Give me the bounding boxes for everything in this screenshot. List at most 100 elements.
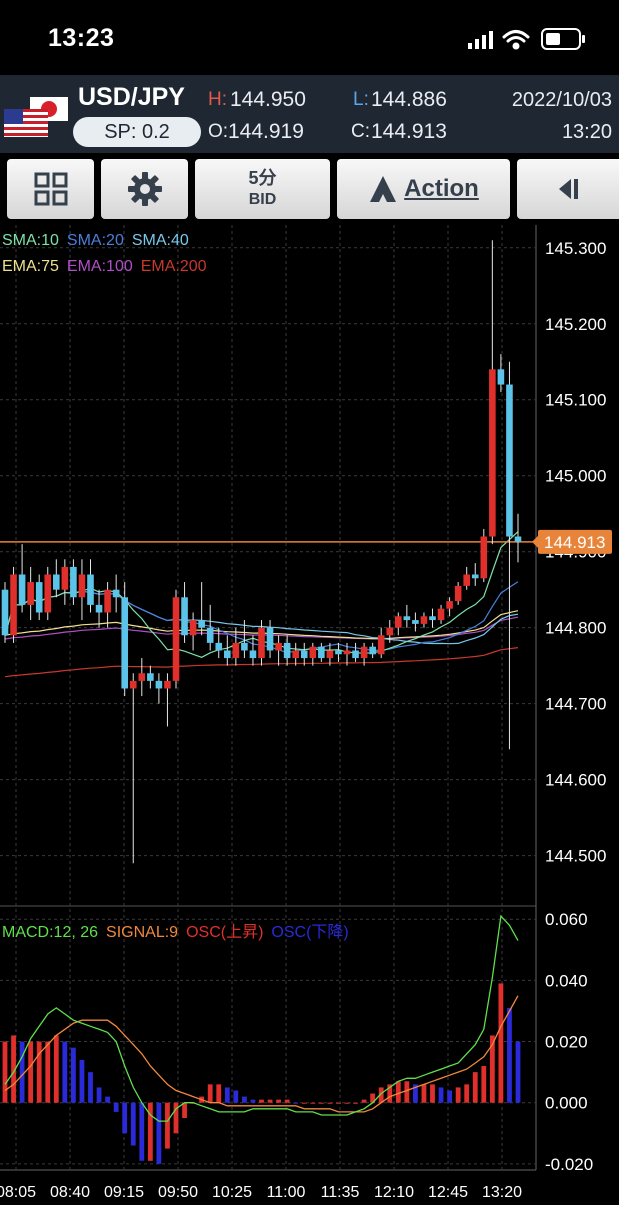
sma10-legend: SMA:10 xyxy=(2,232,59,249)
time-tick-label: 12:45 xyxy=(428,1184,468,1200)
candle-body xyxy=(480,536,488,579)
candle-body xyxy=(386,627,394,636)
settings-button[interactable] xyxy=(101,159,188,219)
time-tick-label: 09:50 xyxy=(158,1184,198,1200)
ema200-legend: EMA:200 xyxy=(140,258,207,275)
candle-body xyxy=(181,597,188,636)
candle-body xyxy=(309,646,317,659)
collapse-left-icon xyxy=(559,179,578,199)
gear-icon xyxy=(127,172,162,206)
open-label: O: xyxy=(208,121,229,142)
bar-time: 13:20 xyxy=(561,121,612,143)
macd-tick-label: 0.020 xyxy=(545,1033,588,1052)
price-tick-label: 145.100 xyxy=(545,391,606,410)
action-button[interactable]: Action xyxy=(337,159,510,219)
candle-body xyxy=(266,627,274,651)
candle-body xyxy=(70,566,77,598)
osc-bar xyxy=(430,1084,435,1103)
candle-body xyxy=(138,673,146,681)
candle-body xyxy=(454,585,462,602)
candle-body xyxy=(164,680,171,689)
currency-pair[interactable]: USD/JPY xyxy=(78,83,185,111)
osc-bar xyxy=(293,1102,299,1104)
chart-toolbar: 5分 BID Action xyxy=(0,153,619,225)
collapse-panel-button[interactable] xyxy=(517,159,619,219)
candle-body xyxy=(241,642,248,651)
grid-icon xyxy=(34,172,67,206)
sma40-legend: SMA:40 xyxy=(131,232,189,249)
osc-bar xyxy=(53,1035,59,1103)
action-triangle-icon xyxy=(370,176,397,202)
osc-bar xyxy=(507,1007,512,1103)
timeframe-button[interactable]: 5分 BID xyxy=(195,159,330,219)
osc-bar xyxy=(147,1102,153,1161)
status-time: 13:23 xyxy=(48,24,115,52)
osc-bar xyxy=(96,1087,102,1103)
macd-tick-label: -0.020 xyxy=(545,1155,593,1174)
candle-body xyxy=(1,589,9,636)
open-value: 144.919 xyxy=(228,120,304,143)
osc-bar xyxy=(79,1059,85,1103)
price-tick-label: 144.600 xyxy=(545,771,606,790)
osc-bar xyxy=(481,1066,487,1103)
usd-jpy-flag-icon xyxy=(4,97,68,137)
osc-bar xyxy=(36,1041,42,1103)
candle-body xyxy=(275,642,282,651)
osc-bar xyxy=(130,1102,136,1146)
close-value: 144.913 xyxy=(371,120,447,143)
osc-bar xyxy=(515,1041,521,1103)
osc-bar xyxy=(447,1090,452,1103)
candle-body xyxy=(155,680,163,689)
osc-down-legend-label: OSC(下降) xyxy=(271,924,349,941)
price-tick-label: 145.300 xyxy=(545,239,606,258)
osc-bar xyxy=(224,1087,230,1103)
osc-bar xyxy=(242,1096,247,1103)
layout-button[interactable] xyxy=(7,159,94,219)
osc-bar xyxy=(2,1041,8,1103)
osc-bar xyxy=(284,1099,290,1103)
osc-bar xyxy=(19,1041,25,1103)
macd-tick-label: 0.040 xyxy=(545,971,588,990)
sma20-legend: SMA:20 xyxy=(66,232,124,249)
action-label: Action xyxy=(404,175,479,202)
osc-bar xyxy=(45,1041,51,1103)
candle-body xyxy=(497,369,505,385)
osc-bar xyxy=(464,1084,470,1103)
osc-bar xyxy=(498,983,504,1103)
candle-body xyxy=(360,646,368,659)
candle-body xyxy=(61,566,69,590)
candle-body xyxy=(514,536,522,542)
candle-body xyxy=(95,604,103,613)
bar-date: 2022/10/03 xyxy=(511,89,612,111)
osc-bar xyxy=(438,1087,444,1103)
osc-bar xyxy=(472,1072,478,1103)
time-tick-label: 08:05 xyxy=(0,1184,36,1200)
candle-body xyxy=(44,574,52,613)
osc-bar xyxy=(207,1084,213,1103)
candle-body xyxy=(249,650,257,659)
osc-bar xyxy=(122,1102,128,1134)
candle-body xyxy=(27,582,34,605)
osc-bar xyxy=(105,1096,110,1103)
osc-bar xyxy=(344,1102,350,1104)
price-chart[interactable]: 145.300145.200145.100145.000144.900144.8… xyxy=(0,225,619,1201)
osc-bar xyxy=(327,1102,333,1104)
candle-body xyxy=(318,646,325,659)
candle-body xyxy=(420,616,428,624)
candle-body xyxy=(78,574,86,598)
sma-legend: SMA:10 SMA:20 SMA:40 xyxy=(2,232,197,250)
osc-bar xyxy=(233,1090,239,1103)
price-tick-label: 145.200 xyxy=(545,315,606,334)
candle-body xyxy=(147,673,154,681)
osc-bar xyxy=(28,1041,34,1103)
candle-body xyxy=(10,574,17,636)
signal-legend-label: SIGNAL:9 xyxy=(106,924,179,941)
cellular-signal-icon xyxy=(468,31,493,49)
time-tick-label: 11:35 xyxy=(321,1184,360,1200)
osc-bar xyxy=(250,1099,256,1103)
candle-body xyxy=(232,642,240,659)
osc-bar xyxy=(310,1102,316,1104)
candle-body xyxy=(326,650,334,659)
chart-area[interactable]: 145.300145.200145.100145.000144.900144.8… xyxy=(0,225,619,1201)
spread-badge: SP: 0.2 xyxy=(73,117,201,147)
